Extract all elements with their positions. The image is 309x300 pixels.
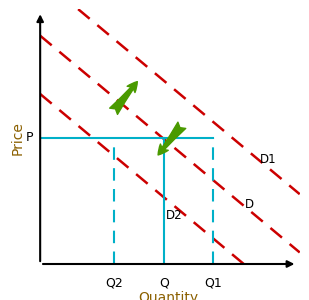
Text: Q1: Q1 (204, 276, 222, 289)
Text: D: D (245, 199, 255, 212)
Text: Q2: Q2 (105, 276, 123, 289)
Text: Quantity: Quantity (139, 291, 199, 300)
Text: P: P (25, 131, 33, 144)
Text: D2: D2 (166, 209, 183, 222)
Text: D1: D1 (260, 153, 277, 166)
Text: Price: Price (11, 121, 25, 155)
Text: Q: Q (159, 276, 169, 289)
